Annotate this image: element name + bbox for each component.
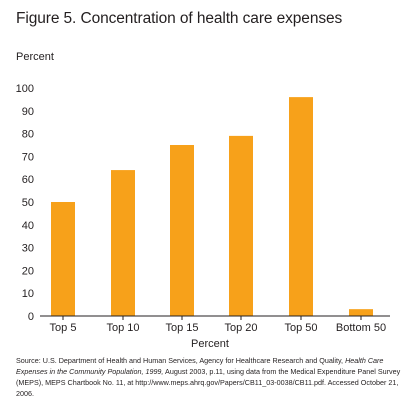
x-axis-ticks: Top 5 Top 10 Top 15 Top 20 Top 50 Bottom 50 [50, 316, 386, 334]
x-tick-label: Bottom 50 [336, 322, 386, 334]
y-tick-label: 50 [22, 197, 34, 209]
bar [51, 202, 75, 316]
y-tick-label: 40 [22, 220, 34, 232]
x-tick-label: Top 5 [50, 322, 77, 334]
x-tick-label: Top 20 [224, 322, 257, 334]
bar [289, 97, 313, 317]
bar [349, 309, 373, 316]
source-title: Health Care Expenses in the Community Po… [16, 356, 384, 376]
source-text-2: August 2003, p.11, using data from the M… [16, 367, 401, 398]
source-text-1: Source: U.S. Department of Health and Hu… [16, 356, 346, 365]
bar [111, 170, 135, 316]
source-note: Source: U.S. Department of Health and Hu… [16, 355, 408, 399]
bar [229, 135, 253, 316]
y-tick-label: 60 [22, 174, 34, 186]
y-tick-label: 0 [28, 311, 34, 323]
bars [51, 97, 373, 317]
chart-title: Figure 5. Concentration of health care e… [16, 10, 343, 27]
x-tick-label: Top 50 [284, 322, 317, 334]
y-tick-label: 10 [22, 288, 34, 300]
y-axis-ticks: 0 10 20 30 40 50 60 70 80 90 100 [16, 83, 34, 323]
x-tick-label: Top 10 [106, 322, 139, 334]
y-axis-label: Percent [16, 51, 54, 63]
x-axis-label: Percent [191, 338, 229, 350]
bar [170, 145, 194, 316]
y-tick-label: 30 [22, 243, 34, 255]
y-tick-label: 70 [22, 151, 34, 163]
bar-chart: 0 10 20 30 40 50 60 70 80 90 100 Top 5 Top 10 Top 15… [16, 83, 390, 350]
y-tick-label: 90 [22, 106, 34, 118]
x-tick-label: Top 15 [165, 322, 198, 334]
y-tick-label: 80 [22, 129, 34, 141]
y-tick-label: 20 [22, 265, 34, 277]
y-tick-label: 100 [16, 83, 34, 95]
